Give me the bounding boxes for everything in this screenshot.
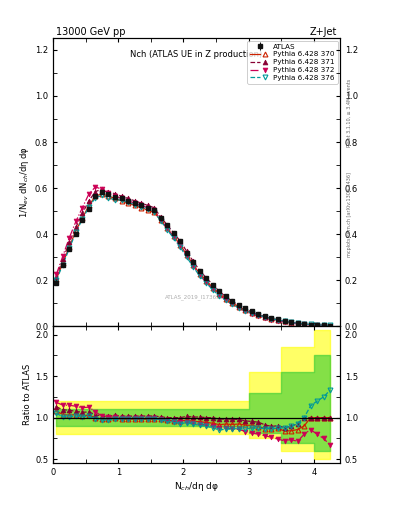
Text: mcplots.cern.ch [arXiv:1306.3436]: mcplots.cern.ch [arXiv:1306.3436] (347, 173, 352, 258)
Y-axis label: 1/N$_{ev}$ dN$_{ch}$/dη dφ: 1/N$_{ev}$ dN$_{ch}$/dη dφ (18, 146, 31, 218)
Text: Nch (ATLAS UE in Z production): Nch (ATLAS UE in Z production) (130, 50, 263, 59)
X-axis label: N$_{ch}$/dη dφ: N$_{ch}$/dη dφ (174, 480, 219, 493)
Text: 13000 GeV pp: 13000 GeV pp (56, 27, 125, 37)
Y-axis label: Ratio to ATLAS: Ratio to ATLAS (23, 364, 32, 425)
Text: ATLAS_2019_I1736531: ATLAS_2019_I1736531 (165, 295, 228, 301)
Text: Rivet 3.1.10, ≥ 3.4M events: Rivet 3.1.10, ≥ 3.4M events (347, 78, 352, 147)
Legend: ATLAS, Pythia 6.428 370, Pythia 6.428 371, Pythia 6.428 372, Pythia 6.428 376: ATLAS, Pythia 6.428 370, Pythia 6.428 37… (247, 40, 338, 84)
Text: Z+Jet: Z+Jet (310, 27, 337, 37)
